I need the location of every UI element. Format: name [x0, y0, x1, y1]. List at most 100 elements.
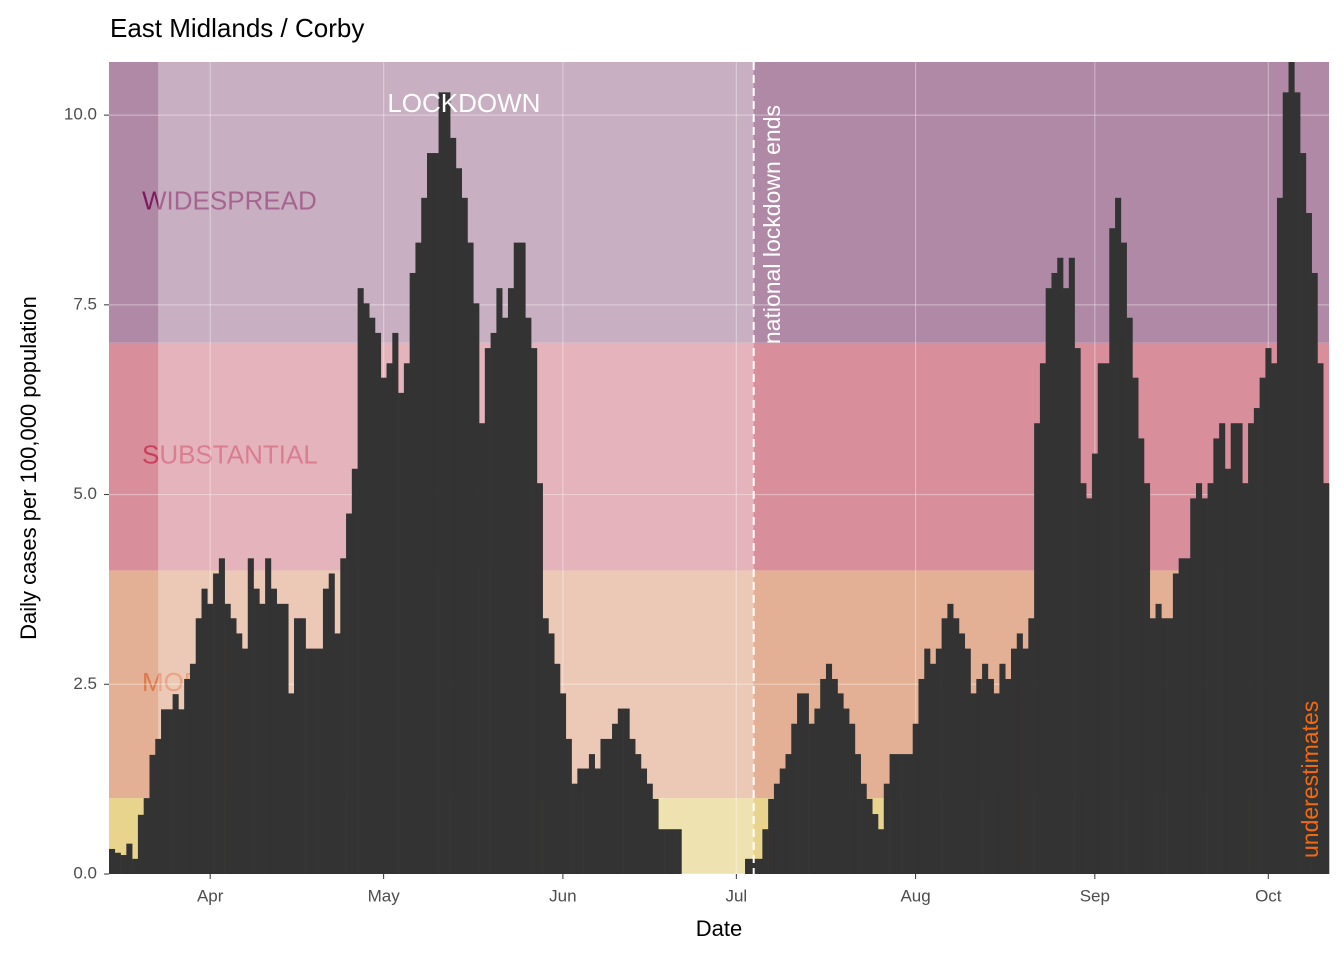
bar	[820, 678, 827, 874]
bar	[1097, 363, 1104, 874]
bar	[513, 242, 520, 874]
bar	[669, 829, 676, 874]
bar	[340, 558, 347, 874]
bar	[184, 678, 191, 874]
bar	[889, 754, 896, 874]
bar	[1311, 272, 1318, 874]
bar	[1028, 618, 1035, 874]
bar	[143, 798, 150, 874]
bar	[606, 738, 613, 874]
bar	[421, 197, 428, 875]
note: underestimates	[1297, 701, 1323, 858]
bar	[282, 603, 289, 874]
band-label: SUBSTANTIAL	[142, 439, 318, 469]
y-tick-label: 5.0	[73, 484, 97, 503]
bar	[299, 618, 306, 874]
bar	[328, 573, 335, 874]
bar	[224, 603, 231, 874]
bar	[178, 709, 185, 874]
bar	[797, 693, 804, 874]
bar	[450, 137, 457, 875]
y-tick-label: 7.5	[73, 294, 97, 313]
bar	[640, 768, 648, 874]
bar	[1317, 363, 1324, 874]
bar	[982, 663, 989, 874]
bar	[374, 332, 382, 874]
bar	[1132, 377, 1139, 874]
bar	[854, 754, 861, 874]
bar	[259, 603, 266, 874]
bar	[201, 588, 208, 874]
bar	[912, 723, 919, 874]
x-axis-title: Date	[696, 916, 742, 941]
bar	[1005, 678, 1012, 874]
bar	[195, 618, 202, 874]
bar	[1230, 423, 1237, 874]
bar	[1248, 423, 1255, 874]
bar	[1236, 423, 1243, 874]
bar	[964, 648, 971, 874]
bar	[346, 513, 353, 874]
bar	[843, 708, 850, 874]
bar	[1253, 408, 1260, 874]
bar	[883, 783, 890, 874]
bar	[270, 588, 277, 874]
bar	[380, 377, 387, 874]
bar	[860, 783, 867, 874]
bar	[189, 663, 197, 874]
y-tick-label: 0.0	[73, 863, 97, 882]
bar	[1051, 272, 1058, 874]
bar	[114, 852, 121, 874]
bar	[1143, 483, 1151, 874]
x-tick-label: May	[368, 886, 401, 905]
bar	[236, 633, 243, 874]
bar	[1172, 573, 1179, 874]
bar	[559, 693, 567, 874]
bar	[987, 678, 994, 874]
bar	[1282, 92, 1289, 874]
bar	[906, 754, 913, 874]
bar	[1103, 363, 1110, 874]
bar	[525, 317, 532, 874]
y-tick-label: 10.0	[64, 105, 97, 124]
bar	[1288, 62, 1295, 874]
bar	[230, 618, 237, 874]
bar	[1167, 618, 1174, 874]
bar	[814, 708, 821, 874]
bar	[1323, 483, 1330, 874]
bar	[571, 783, 578, 874]
bar	[664, 829, 671, 874]
bar	[542, 618, 549, 874]
bar	[1115, 197, 1122, 875]
bar	[132, 858, 139, 874]
bar	[745, 858, 752, 874]
bar	[924, 648, 931, 874]
bar	[1190, 498, 1197, 874]
bar	[161, 709, 168, 874]
bar	[1294, 92, 1301, 874]
bar	[629, 738, 636, 874]
bar	[756, 858, 763, 874]
bar	[432, 153, 439, 874]
band-label: WIDESPREAD	[142, 185, 317, 215]
bar	[1224, 468, 1232, 874]
x-tick-label: Apr	[197, 886, 224, 905]
chart-title: East Midlands / Corby	[110, 13, 364, 43]
bar	[461, 197, 468, 875]
bar	[577, 768, 584, 874]
bar	[427, 153, 434, 874]
bar	[536, 483, 543, 874]
bar	[386, 363, 393, 874]
bar	[941, 618, 948, 874]
bar	[849, 723, 856, 874]
lockdown-end-label: national lockdown ends	[759, 105, 785, 344]
lockdown-label: LOCKDOWN	[387, 88, 540, 118]
bar	[1178, 558, 1185, 874]
bar	[207, 603, 214, 874]
bar	[895, 754, 902, 874]
bar	[496, 288, 503, 875]
bar	[675, 829, 682, 874]
bar	[825, 663, 833, 874]
bar	[1063, 288, 1070, 875]
bar	[1155, 603, 1162, 874]
